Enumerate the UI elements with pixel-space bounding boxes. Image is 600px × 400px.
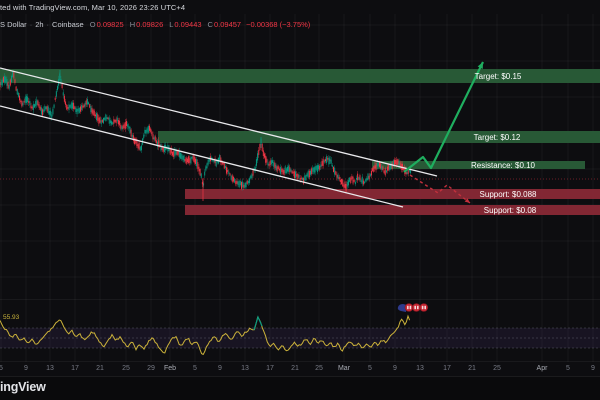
tradingview-logo[interactable]: ingView bbox=[0, 380, 46, 394]
time-axis-label[interactable]: 21 bbox=[291, 365, 299, 372]
time-axis-label[interactable]: 5 bbox=[0, 365, 3, 372]
channel-upper-line[interactable] bbox=[0, 67, 438, 177]
zone-labels: Target: $0.15 Target: $0.12 Resistance: $0… bbox=[471, 72, 537, 215]
time-axis-label[interactable]: 29 bbox=[147, 365, 155, 372]
event-sticker-icons[interactable] bbox=[397, 303, 429, 313]
time-axis-label[interactable]: 9 bbox=[24, 365, 28, 372]
zone-label: Target: $0.15 bbox=[475, 72, 522, 81]
zone-band-resistance[interactable] bbox=[372, 161, 585, 169]
grid-lines bbox=[0, 14, 600, 362]
time-axis-label[interactable]: 25 bbox=[315, 365, 323, 372]
time-axis-label[interactable]: Feb bbox=[164, 365, 176, 372]
change-value: −0.00368 (−3.75%) bbox=[246, 20, 311, 29]
time-axis-label[interactable]: 5 bbox=[368, 365, 372, 372]
rsi-line-overbought-segment bbox=[253, 315, 263, 331]
credit-line: ted with TradingView.com, Mar 10, 2026 2… bbox=[0, 3, 186, 12]
time-axis-label[interactable]: 9 bbox=[218, 365, 222, 372]
rsi-line bbox=[0, 314, 411, 356]
close-label: C bbox=[207, 20, 213, 29]
time-axis-label[interactable]: 17 bbox=[443, 365, 451, 372]
footer-bar: ingView bbox=[0, 376, 600, 400]
low-label: L bbox=[169, 20, 174, 29]
low-value: 0.09443 bbox=[174, 20, 202, 29]
bearish-projection-arrow[interactable] bbox=[409, 174, 471, 204]
symbol-name[interactable]: S Dollar bbox=[0, 20, 27, 29]
time-axis-label[interactable]: 21 bbox=[96, 365, 104, 372]
zone-label: Support: $0.088 bbox=[480, 190, 537, 199]
time-axis-label[interactable]: 17 bbox=[71, 365, 79, 372]
time-axis-label[interactable]: 9 bbox=[393, 365, 397, 372]
zone-label: Target: $0.12 bbox=[474, 133, 521, 142]
zone-label: Resistance: $0.10 bbox=[471, 161, 536, 170]
time-axis-label[interactable]: Mar bbox=[338, 365, 351, 372]
time-axis-label[interactable]: 5 bbox=[193, 365, 197, 372]
time-axis-label[interactable]: Apr bbox=[537, 365, 549, 372]
time-axis-label[interactable]: 13 bbox=[416, 365, 424, 372]
zone-band-target[interactable] bbox=[158, 131, 600, 143]
open-label: O bbox=[89, 20, 96, 29]
time-axis-label[interactable]: 5 bbox=[566, 365, 570, 372]
time-axis-label[interactable]: 13 bbox=[46, 365, 54, 372]
open-value: 0.09825 bbox=[96, 20, 124, 29]
channel-lower-line[interactable] bbox=[0, 105, 404, 208]
time-axis-label[interactable]: 21 bbox=[468, 365, 476, 372]
symbol-row: S Dollar · 2h · Coinbase O0.09825 H0.09826 L0.0… bbox=[0, 20, 310, 29]
trend-channel[interactable] bbox=[0, 67, 438, 208]
rsi-pane[interactable] bbox=[0, 314, 600, 356]
candlesticks bbox=[0, 70, 412, 201]
time-axis-label[interactable]: 9 bbox=[591, 365, 595, 372]
price-zones[interactable] bbox=[0, 69, 600, 215]
separator-dot: · bbox=[29, 20, 33, 29]
time-axis-label[interactable]: 25 bbox=[122, 365, 130, 372]
interval-label[interactable]: 2h bbox=[35, 20, 44, 29]
zone-label: Support: $0.08 bbox=[484, 206, 537, 215]
exchange-label[interactable]: Coinbase bbox=[52, 20, 84, 29]
zone-band-support[interactable] bbox=[185, 189, 600, 199]
time-axis-label[interactable]: 17 bbox=[266, 365, 274, 372]
time-axis[interactable]: 5 9 13 17 21 25 29 Feb 5 9 13 17 21 25 Mar 5 9 13 17 21 25 Ap… bbox=[0, 365, 595, 372]
high-value: 0.09826 bbox=[136, 20, 164, 29]
time-axis-label[interactable]: 25 bbox=[493, 365, 501, 372]
time-axis-label[interactable]: 13 bbox=[241, 365, 249, 372]
high-label: H bbox=[129, 20, 136, 29]
separator-dot: · bbox=[46, 20, 50, 29]
close-value: 0.09457 bbox=[213, 20, 242, 29]
rsi-value: 55.93 bbox=[3, 314, 20, 321]
zone-band-target[interactable] bbox=[0, 69, 600, 83]
bullish-projection-arrow[interactable] bbox=[403, 61, 484, 173]
zone-band-support[interactable] bbox=[185, 205, 600, 215]
